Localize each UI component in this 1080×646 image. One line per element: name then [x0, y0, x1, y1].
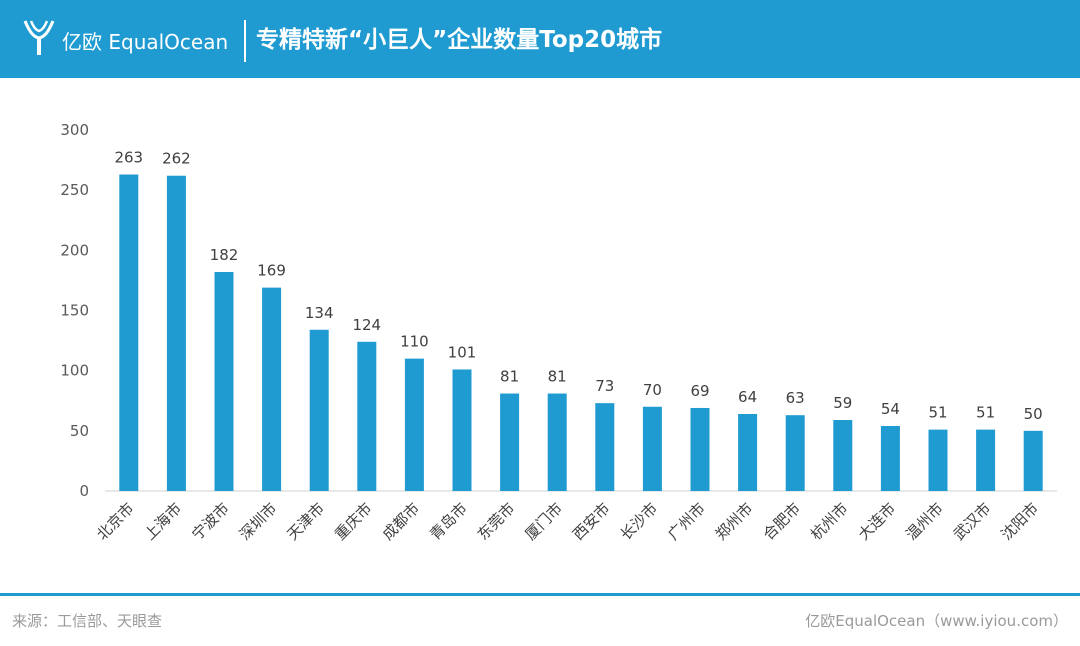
category-label: 郑州市 [712, 499, 757, 544]
y-tick-label: 200 [60, 241, 89, 259]
data-label: 101 [448, 343, 477, 361]
bars-layer [119, 174, 1043, 492]
header-divider [244, 20, 246, 62]
category-label: 西安市 [569, 499, 614, 544]
bar [976, 429, 996, 491]
data-label: 69 [690, 382, 709, 400]
bar [595, 403, 615, 491]
data-label: 70 [643, 381, 662, 399]
data-label: 51 [928, 404, 947, 422]
bar [500, 393, 520, 491]
bar [785, 415, 805, 491]
bar [452, 369, 472, 491]
brand-name: 亿欧 EqualOcean [62, 30, 229, 54]
data-label: 51 [976, 404, 995, 422]
data-label: 124 [352, 316, 381, 334]
data-label: 54 [881, 400, 900, 418]
credit-note: 亿欧EqualOcean（www.iyiou.com） [805, 612, 1068, 630]
category-label: 天津市 [283, 499, 328, 544]
category-label: 成都市 [379, 499, 424, 544]
category-label: 广州市 [664, 499, 709, 544]
y-tick-label: 300 [60, 121, 89, 139]
bar [214, 271, 234, 491]
bar [928, 429, 948, 491]
data-label: 134 [305, 304, 334, 322]
data-label: 73 [595, 377, 614, 395]
data-label: 81 [500, 368, 519, 386]
source-note: 来源：工信部、天眼查 [12, 612, 163, 630]
category-label: 武汉市 [950, 499, 995, 544]
bar [309, 329, 329, 491]
category-label: 沈阳市 [997, 499, 1042, 544]
category-label: 宁波市 [188, 499, 233, 544]
y-tick-label: 0 [79, 482, 89, 500]
data-label: 64 [738, 388, 757, 406]
bar [833, 420, 853, 491]
y-tick-label: 150 [60, 302, 89, 320]
page-title: 专精特新“小巨人”企业数量Top20城市 [256, 27, 663, 53]
data-label: 262 [162, 150, 191, 168]
category-label: 温州市 [902, 499, 947, 544]
y-tick-label: 100 [60, 362, 89, 380]
bar [880, 426, 900, 491]
category-label: 长沙市 [617, 499, 662, 544]
y-tick-label: 250 [60, 181, 89, 199]
category-label: 厦门市 [521, 499, 566, 544]
equalocean-logo-icon [23, 20, 55, 55]
category-label: 深圳市 [236, 499, 281, 544]
category-label: 合肥市 [759, 499, 804, 544]
data-label: 63 [786, 389, 805, 407]
bar [166, 175, 186, 491]
header-banner: 亿欧 EqualOcean 专精特新“小巨人”企业数量Top20城市 [0, 0, 1080, 78]
data-label: 263 [114, 149, 143, 167]
footer-divider [0, 593, 1080, 596]
bar [547, 393, 567, 491]
category-label: 青岛市 [426, 499, 471, 544]
bar [119, 174, 139, 492]
labels-layer: 263 北京市 262 上海市 182 宁波市 169 深圳市 134 天津市 124 重庆市 110 成… [93, 149, 1043, 544]
category-label: 上海市 [141, 499, 186, 544]
category-label: 北京市 [93, 499, 138, 544]
bar [642, 406, 662, 491]
bar [690, 407, 710, 491]
category-label: 重庆市 [331, 499, 376, 544]
bar [738, 413, 758, 491]
data-label: 50 [1024, 405, 1043, 423]
category-label: 东莞市 [474, 499, 519, 544]
data-label: 59 [833, 394, 852, 412]
bar [262, 287, 282, 491]
y-tick-label: 50 [70, 422, 89, 440]
category-label: 大连市 [855, 499, 900, 544]
bar [1023, 430, 1043, 491]
category-label: 杭州市 [807, 499, 852, 544]
data-label: 169 [257, 262, 286, 280]
data-label: 110 [400, 333, 429, 351]
data-label: 182 [210, 246, 239, 264]
data-label: 81 [548, 368, 567, 386]
bar [357, 341, 377, 491]
bar [404, 358, 424, 491]
bar-chart: 0 50 100 150 200 250 300 263 北京市 262 上海市 182 宁波市 169… [60, 121, 1057, 544]
